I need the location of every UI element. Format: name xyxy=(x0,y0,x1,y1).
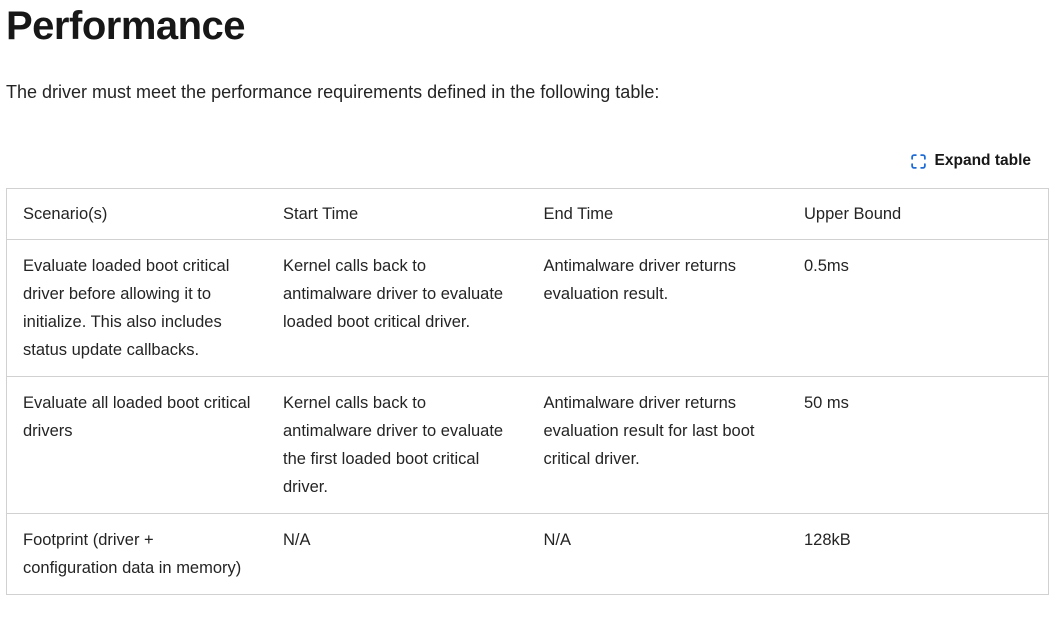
table-cell: Kernel calls back to antimalware driver … xyxy=(267,239,528,377)
page-title: Performance xyxy=(6,4,246,48)
table-cell: 50 ms xyxy=(788,376,1049,514)
table-cell: Evaluate all loaded boot critical driver… xyxy=(6,376,267,514)
table-cell: Kernel calls back to antimalware driver … xyxy=(267,376,528,514)
table-cell: Antimalware driver returns evaluation re… xyxy=(527,239,788,377)
table-row: Footprint (driver + configuration data i… xyxy=(6,513,1049,595)
table-row: Evaluate loaded boot critical driver bef… xyxy=(6,239,1049,377)
table-cell: Footprint (driver + configuration data i… xyxy=(6,513,267,595)
expand-icon xyxy=(910,153,926,169)
column-header-3: Upper Bound xyxy=(788,188,1049,240)
column-header-2: End Time xyxy=(527,188,788,240)
table-cell: Evaluate loaded boot critical driver bef… xyxy=(6,239,267,377)
table-cell: Antimalware driver returns evaluation re… xyxy=(527,376,788,514)
table-cell: 128kB xyxy=(788,513,1049,595)
column-header-1: Start Time xyxy=(267,188,528,240)
table-head: Scenario(s) Start Time End Time Upper Bound xyxy=(6,188,1049,240)
content-area: Performance The driver must meet the per… xyxy=(6,4,1049,595)
table-cell: N/A xyxy=(267,513,528,595)
table-body: Evaluate loaded boot critical driver bef… xyxy=(6,239,1049,595)
table-row: Evaluate all loaded boot critical driver… xyxy=(6,376,1049,514)
expand-table-label: Expand table xyxy=(934,152,1031,169)
table-cell: 0.5ms xyxy=(788,239,1049,377)
expand-table-button[interactable]: Expand table xyxy=(909,148,1033,174)
table-cell: N/A xyxy=(527,513,788,595)
performance-table: Scenario(s) Start Time End Time Upper Bound… xyxy=(6,188,1049,595)
table-header-row: Scenario(s) Start Time End Time Upper Bound xyxy=(6,188,1049,240)
table-toolbar: Expand table xyxy=(6,148,1049,174)
intro-paragraph: The driver must meet the performance req… xyxy=(6,82,660,102)
column-header-0: Scenario(s) xyxy=(6,188,267,240)
